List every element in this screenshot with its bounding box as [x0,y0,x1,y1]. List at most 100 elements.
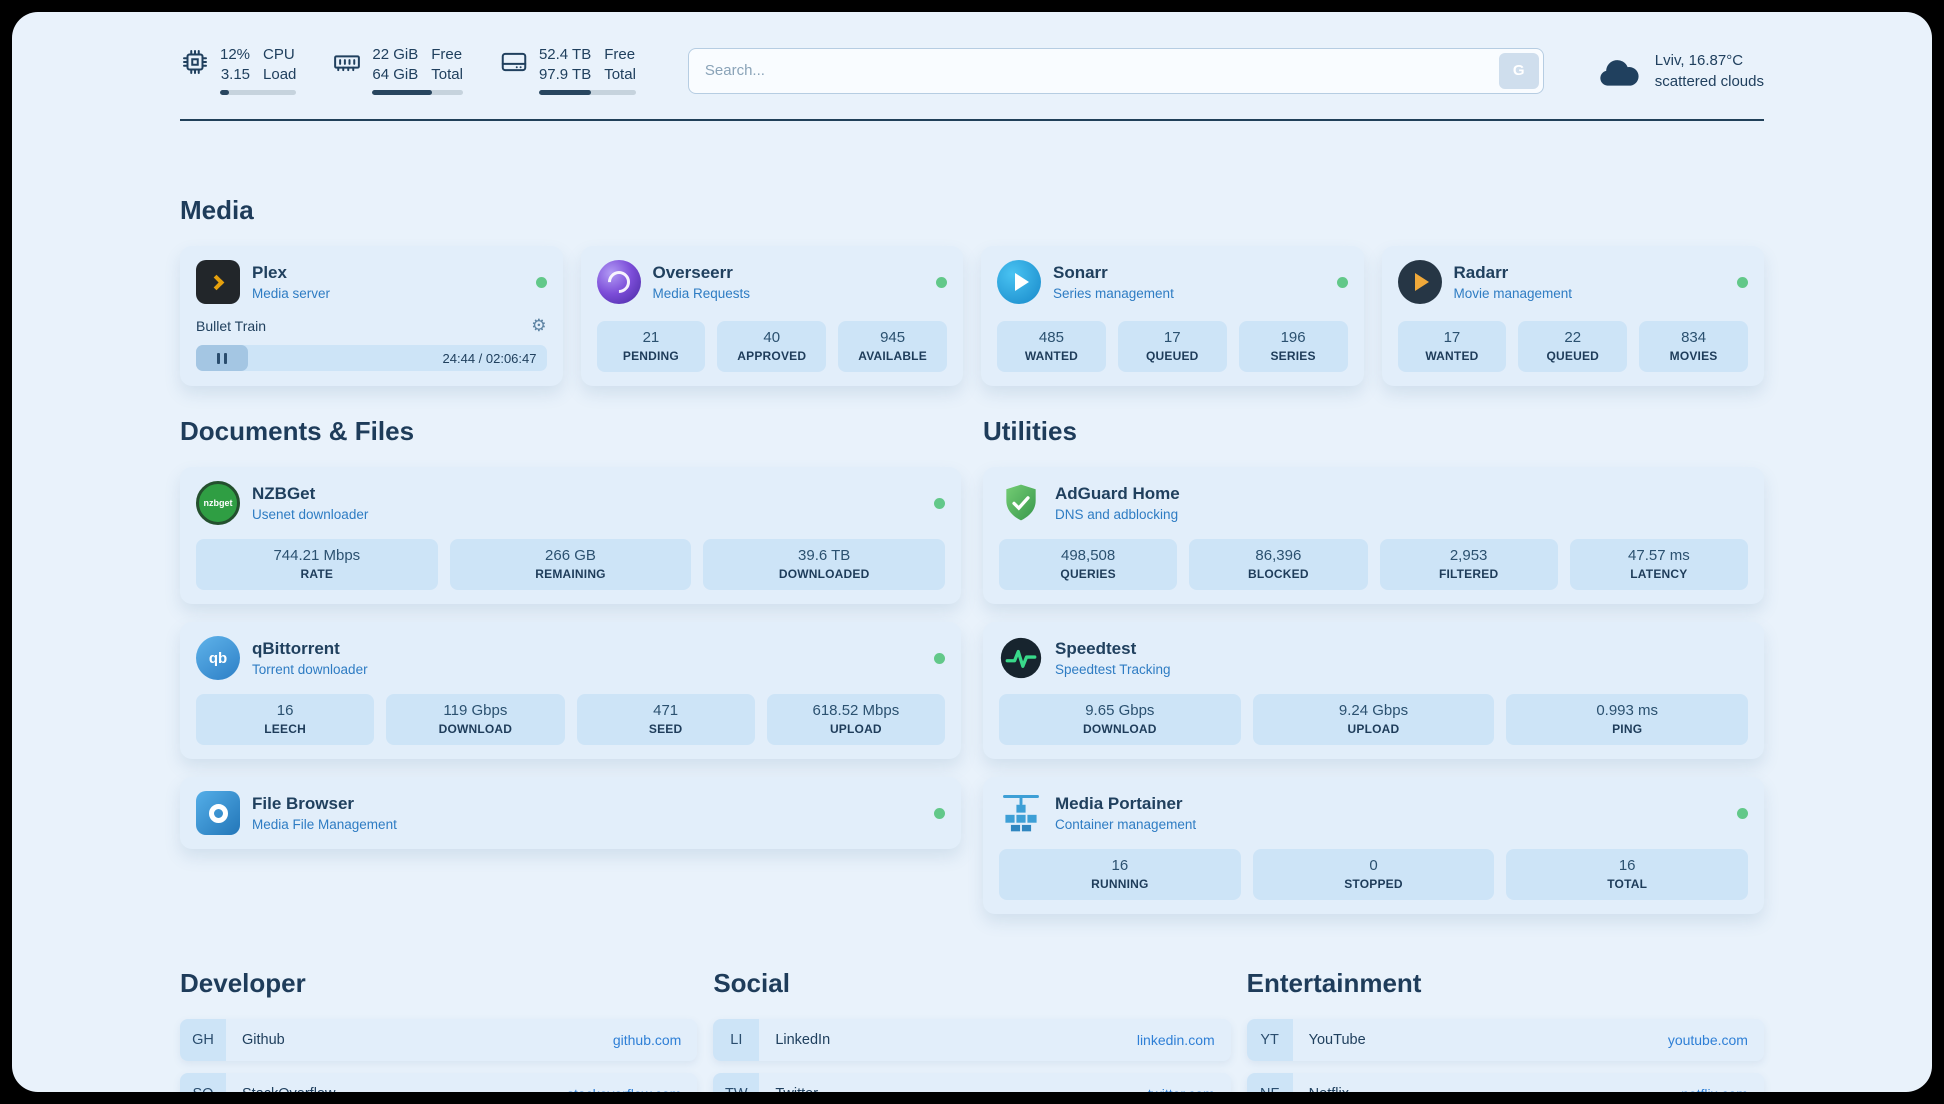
app-name: File Browser [252,794,355,813]
stat-value: 21 [642,329,660,346]
stat-value: 22 [1564,329,1582,346]
ram-free: 22 GiB [372,46,419,63]
search-input[interactable] [687,47,1544,94]
app-card-radarr[interactable]: Radarr Movie management 17 WANTED 22 QUE… [1381,246,1764,386]
stat-label: BLOCKED [1248,567,1309,581]
section-title-media: Media [180,195,254,225]
cpu-progress [220,90,297,95]
status-dot [934,807,945,819]
cpu-metric: 12% 3.15 CPU Load [180,46,297,95]
section-title-social: Social [713,968,790,998]
stat-tile: 0 STOPPED [1252,849,1495,900]
now-playing-title: Bullet Train [196,318,267,334]
bookmark-name: YouTube [1308,1032,1366,1048]
bookmark-twitter[interactable]: TW Twitter twitter.com [713,1073,1231,1092]
search-bar: G [687,47,1544,94]
search-engine-button[interactable]: G [1498,52,1539,89]
stat-value: 9.65 Gbps [1085,702,1155,719]
stat-tile: 86,396 BLOCKED [1189,539,1368,590]
app-card-portainer[interactable]: Media Portainer Container management 16 … [983,777,1764,914]
stat-label: FILTERED [1438,567,1499,581]
overseerr-icon [596,260,641,304]
system-metrics: 12% 3.15 CPU Load [180,46,636,95]
stat-value: 471 [653,702,679,719]
portainer-icon [999,791,1043,835]
app-desc: Series management [1053,286,1174,301]
app-card-adguard[interactable]: AdGuard Home DNS and adblocking 498,508 … [983,467,1764,604]
section-utilities: Utilities [983,416,1764,914]
app-card-overseerr[interactable]: Overseerr Media Requests 21 PENDING 40 A… [580,246,963,386]
bookmark-netflix[interactable]: NF Netflix netflix.com [1246,1073,1764,1092]
stat-label: WANTED [1425,349,1479,363]
stat-value: 39.6 TB [798,547,851,564]
stat-tile: 834 MOVIES [1639,321,1748,372]
app-card-speedtest[interactable]: Speedtest Speedtest Tracking 9.65 Gbps D… [983,622,1764,759]
bookmark-github[interactable]: GH Github github.com [180,1019,698,1061]
bookmark-stackoverflow[interactable]: SO StackOverflow stackoverflow.com [180,1073,698,1092]
stat-label: QUEUED [1546,349,1600,363]
bookmark-url[interactable]: github.com [612,1032,682,1048]
app-desc: Container management [1055,817,1197,832]
playback-bar[interactable]: 24:44 / 02:06:47 [196,345,547,371]
gear-icon[interactable]: ⚙ [531,316,547,335]
bookmark-abbr: SO [180,1073,226,1092]
app-desc: Media server [252,286,331,301]
app-name: AdGuard Home [1055,484,1180,503]
stat-tile: 485 WANTED [997,321,1106,372]
app-desc: Speedtest Tracking [1055,662,1171,677]
bookmark-url[interactable]: twitter.com [1148,1086,1215,1092]
disk-total-label: Total [604,66,636,83]
plex-icon [196,260,240,304]
stat-label: UPLOAD [1347,722,1400,736]
app-desc: Media File Management [252,817,397,832]
stat-tile: 945 AVAILABLE [838,321,947,372]
pause-button[interactable] [196,345,248,371]
stat-label: QUERIES [1060,567,1116,581]
stat-tile: 744.21 Mbps RATE [196,539,438,590]
app-name: Radarr [1453,263,1509,282]
app-card-sonarr[interactable]: Sonarr Series management 485 WANTED 17 Q… [981,246,1364,386]
ram-total: 64 GiB [372,66,419,83]
stat-tile: 22 QUEUED [1518,321,1628,372]
stat-tile: 266 GB REMAINING [449,539,692,590]
stat-value: 0 [1369,857,1378,874]
bookmark-name: Netflix [1309,1086,1349,1092]
ram-icon [332,47,362,77]
stat-value: 16 [276,702,294,719]
stat-tile: 17 QUEUED [1117,321,1227,372]
stat-value: 86,396 [1255,547,1302,564]
stat-value: 266 GB [545,547,596,564]
bookmark-url[interactable]: netflix.com [1681,1086,1748,1092]
bookmark-url[interactable]: youtube.com [1667,1032,1748,1048]
topbar: 12% 3.15 CPU Load [180,46,1764,95]
disk-total: 97.9 TB [538,66,592,83]
stat-label: PING [1612,722,1643,736]
stat-label: MOVIES [1669,349,1718,363]
stat-label: STOPPED [1344,877,1403,891]
app-card-plex[interactable]: Plex Media server Bullet Train ⚙ 24:44 /… [180,246,563,386]
cpu-usage: 12% [220,46,251,63]
app-card-filebrowser[interactable]: File Browser Media File Management [180,777,961,849]
bookmark-url[interactable]: linkedin.com [1136,1032,1215,1048]
app-desc: Movie management [1453,286,1573,301]
stat-value: 744.21 Mbps [273,547,361,564]
app-card-qbittorrent[interactable]: qb qBittorrent Torrent downloader 16 LEE… [180,622,961,759]
ram-total-label: Total [431,66,463,83]
status-dot [1737,807,1748,819]
bookmark-youtube[interactable]: YT YouTube youtube.com [1246,1019,1764,1061]
stat-label: PENDING [622,349,679,363]
bookmark-url[interactable]: stackoverflow.com [567,1086,681,1092]
app-desc: Media Requests [652,286,751,301]
app-name: Sonarr [1053,263,1108,282]
adguard-icon [999,481,1043,525]
app-desc: DNS and adblocking [1055,507,1179,522]
app-card-nzbget[interactable]: nzbget NZBGet Usenet downloader 744.21 M… [180,467,961,604]
stat-label: QUEUED [1145,349,1199,363]
app-name: Overseerr [652,263,733,282]
bookmark-linkedin[interactable]: LI LinkedIn linkedin.com [713,1019,1231,1061]
topbar-divider [180,119,1764,121]
bookmark-name: StackOverflow [242,1086,335,1092]
ram-free-label: Free [431,46,463,63]
bookmark-abbr: GH [180,1019,226,1061]
stat-value: 40 [763,329,781,346]
